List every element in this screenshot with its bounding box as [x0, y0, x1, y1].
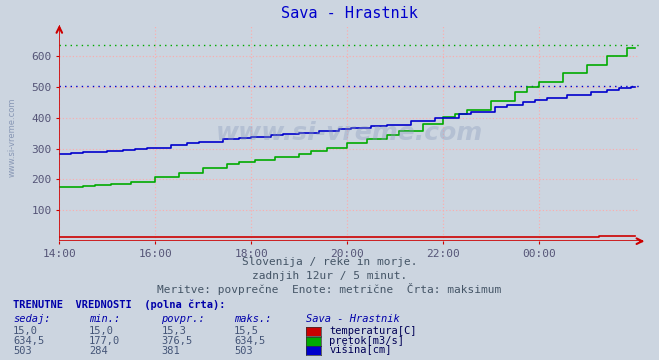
Text: www.si-vreme.com: www.si-vreme.com: [8, 97, 17, 176]
Text: 634,5: 634,5: [13, 336, 44, 346]
Text: 284: 284: [89, 346, 107, 356]
Text: 634,5: 634,5: [234, 336, 265, 346]
Text: povpr.:: povpr.:: [161, 314, 205, 324]
Text: www.si-vreme.com: www.si-vreme.com: [215, 121, 483, 145]
Text: temperatura[C]: temperatura[C]: [330, 326, 417, 336]
Text: 503: 503: [13, 346, 32, 356]
Text: TRENUTNE  VREDNOSTI  (polna črta):: TRENUTNE VREDNOSTI (polna črta):: [13, 299, 225, 310]
Text: pretok[m3/s]: pretok[m3/s]: [330, 336, 405, 346]
Text: 15,0: 15,0: [13, 326, 38, 336]
Text: sedaj:: sedaj:: [13, 314, 51, 324]
Text: 503: 503: [234, 346, 252, 356]
Text: 177,0: 177,0: [89, 336, 120, 346]
Text: 381: 381: [161, 346, 180, 356]
Text: min.:: min.:: [89, 314, 120, 324]
Text: 15,0: 15,0: [89, 326, 114, 336]
Text: Slovenija / reke in morje.: Slovenija / reke in morje.: [242, 257, 417, 267]
Text: 15,3: 15,3: [161, 326, 186, 336]
Text: 15,5: 15,5: [234, 326, 259, 336]
Text: višina[cm]: višina[cm]: [330, 345, 392, 356]
Text: maks.:: maks.:: [234, 314, 272, 324]
Text: Meritve: povprečne  Enote: metrične  Črta: maksimum: Meritve: povprečne Enote: metrične Črta:…: [158, 283, 501, 296]
Text: Sava - Hrastnik: Sava - Hrastnik: [306, 314, 400, 324]
Text: zadnjih 12ur / 5 minut.: zadnjih 12ur / 5 minut.: [252, 271, 407, 281]
Text: 376,5: 376,5: [161, 336, 192, 346]
Title: Sava - Hrastnik: Sava - Hrastnik: [281, 6, 418, 21]
